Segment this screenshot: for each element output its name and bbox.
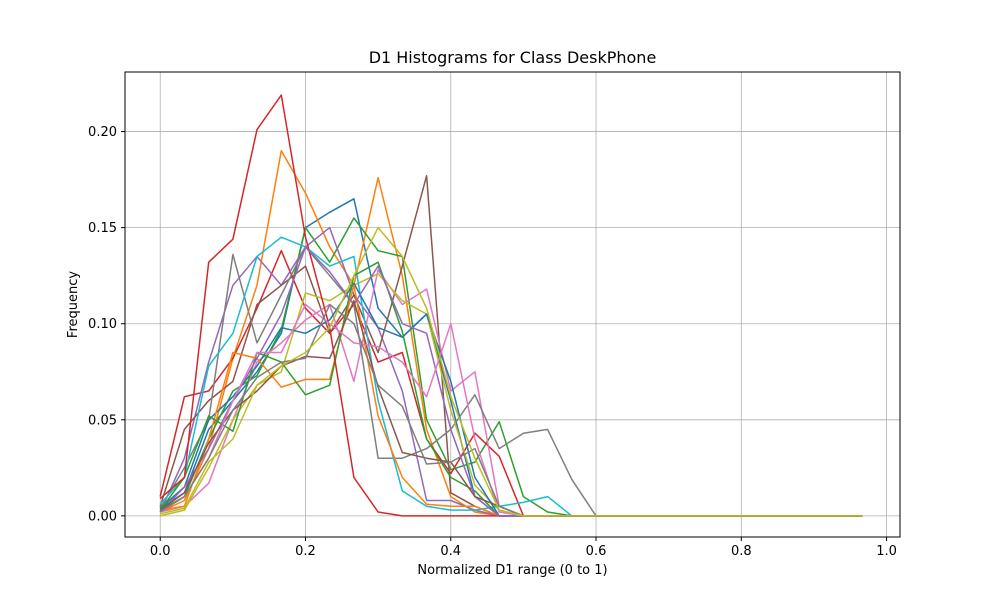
x-tick-label: 0.6 <box>586 544 607 559</box>
x-tick-label: 0.4 <box>440 544 461 559</box>
x-axis-label: Normalized D1 range (0 to 1) <box>417 563 607 578</box>
x-tick-label: 0.2 <box>295 544 316 559</box>
axis-ticks: 0.0 0.2 0.4 0.6 0.8 1.0 0.00 0.05 0.10 0.15 0.20 <box>88 125 897 559</box>
y-tick-label: 0.10 <box>88 317 117 332</box>
series-line-19 <box>160 226 863 517</box>
series-lines <box>159 94 863 517</box>
y-tick-label: 0.20 <box>88 125 117 140</box>
y-axis-label: Frequency <box>66 271 81 338</box>
x-tick-label: 1.0 <box>876 544 897 559</box>
y-tick-label: 0.05 <box>88 413 117 428</box>
x-tick-label: 0.0 <box>150 544 171 559</box>
chart-title: D1 Histograms for Class DeskPhone <box>369 48 657 67</box>
y-tick-label: 0.15 <box>88 221 117 236</box>
y-tick-label: 0.00 <box>88 509 117 524</box>
plot-frame <box>124 71 901 538</box>
x-tick-label: 0.8 <box>731 544 752 559</box>
